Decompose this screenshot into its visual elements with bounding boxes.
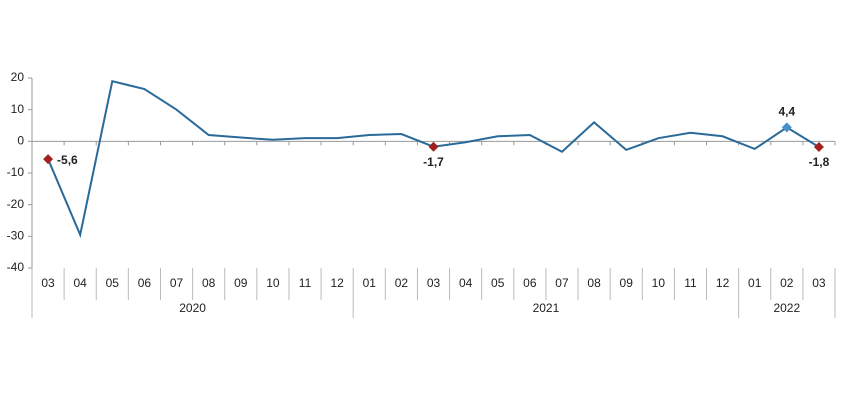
y-tick-label: 20 — [11, 70, 25, 84]
x-tick-label: 11 — [299, 276, 312, 290]
group-label: 2020 — [179, 301, 206, 315]
x-tick-label: 07 — [555, 276, 569, 290]
x-tick-label: 09 — [234, 276, 248, 290]
x-tick-label: 08 — [202, 276, 216, 290]
y-tick-label: -10 — [7, 165, 25, 179]
x-tick-label: 11 — [684, 276, 697, 290]
data-label: -5,6 — [57, 153, 78, 167]
group-label: 2021 — [533, 301, 560, 315]
x-tick-label: 02 — [780, 276, 794, 290]
x-tick-label: 04 — [459, 276, 473, 290]
x-tick-label: 07 — [170, 276, 184, 290]
group-label: 2022 — [773, 301, 800, 315]
x-tick-label: 05 — [106, 276, 120, 290]
x-tick-label: 06 — [523, 276, 537, 290]
y-tick-label: -30 — [7, 229, 25, 243]
x-tick-label: 01 — [363, 276, 377, 290]
x-tick-label: 12 — [330, 276, 344, 290]
x-tick-label: 04 — [74, 276, 88, 290]
x-tick-label: 05 — [491, 276, 505, 290]
x-tick-label: 01 — [748, 276, 762, 290]
data-label: -1,8 — [809, 155, 830, 169]
y-tick-label: 10 — [11, 102, 25, 116]
x-tick-label: 06 — [138, 276, 152, 290]
x-tick-label: 08 — [587, 276, 601, 290]
x-tick-label: 12 — [716, 276, 730, 290]
x-tick-label: 02 — [395, 276, 409, 290]
x-tick-label: 10 — [266, 276, 280, 290]
x-tick-label: 03 — [812, 276, 826, 290]
x-tick-label: 03 — [41, 276, 55, 290]
y-tick-label: 0 — [17, 134, 24, 148]
data-label: 4,4 — [778, 105, 795, 119]
point-marker — [428, 141, 439, 152]
point-marker — [813, 142, 824, 153]
y-tick-label: -20 — [7, 197, 25, 211]
x-tick-label: 10 — [652, 276, 666, 290]
y-tick-label: -40 — [7, 260, 25, 274]
x-tick-label: 09 — [620, 276, 634, 290]
point-marker — [43, 154, 54, 165]
point-marker — [781, 122, 792, 133]
data-label: -1,7 — [423, 155, 444, 169]
x-tick-label: 03 — [427, 276, 441, 290]
